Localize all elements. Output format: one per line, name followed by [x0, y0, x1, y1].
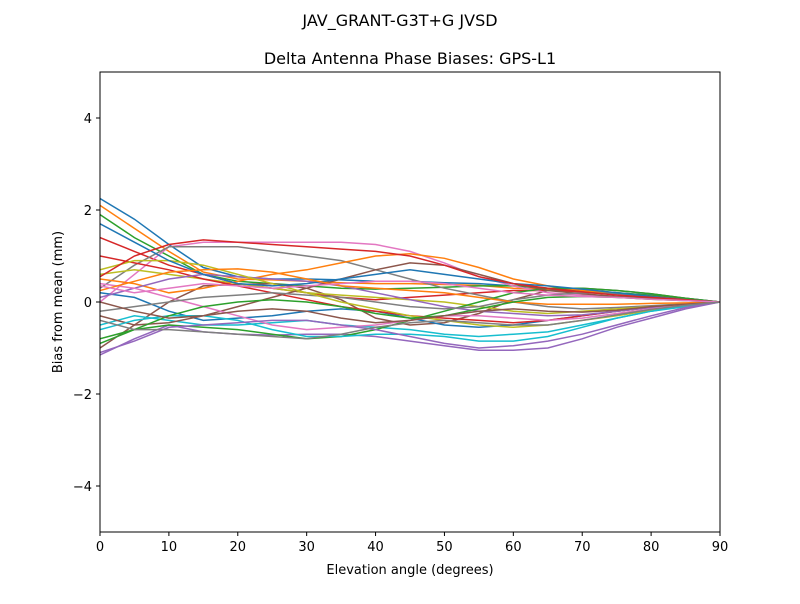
y-tick-label: −4 [73, 480, 92, 495]
y-axis-label: Bias from mean (mm) [51, 231, 66, 373]
series-lines [100, 197, 720, 356]
series-line-28 [100, 301, 720, 340]
x-tick-label: 0 [96, 540, 104, 555]
axes-frame [99, 71, 721, 533]
y-axis: −4 −2 0 2 4 [73, 112, 100, 495]
x-tick-label: 80 [643, 540, 660, 555]
x-tick-label: 20 [230, 540, 247, 555]
y-tick-label: 0 [84, 296, 92, 311]
x-tick-label: 60 [505, 540, 522, 555]
y-tick-label: −2 [73, 388, 92, 403]
x-tick-label: 50 [436, 540, 453, 555]
y-tick-label: 4 [84, 112, 92, 127]
series-line-25 [100, 301, 720, 354]
chart-title: Delta Antenna Phase Biases: GPS-L1 [264, 49, 556, 68]
x-tick-label: 30 [298, 540, 315, 555]
x-axis-label: Elevation angle (degrees) [326, 563, 493, 578]
x-tick-label: 10 [161, 540, 178, 555]
series-line-18 [100, 292, 720, 312]
series-line-26 [100, 301, 720, 324]
series-line-22 [100, 268, 720, 306]
x-tick-label: 40 [367, 540, 384, 555]
y-tick-label: 2 [84, 204, 92, 219]
series-line-27 [100, 280, 720, 303]
x-tick-label: 90 [712, 540, 729, 555]
series-line-8 [100, 246, 720, 310]
figure-suptitle: JAV_GRANT-G3T+G JVSD [301, 11, 497, 31]
series-line-24 [100, 239, 720, 303]
x-axis: 0 10 20 30 40 50 60 70 80 90 [96, 532, 728, 555]
series-line-1 [100, 197, 720, 303]
x-tick-label: 70 [574, 540, 591, 555]
series-line-21 [100, 223, 720, 303]
series-line-19 [100, 259, 720, 329]
